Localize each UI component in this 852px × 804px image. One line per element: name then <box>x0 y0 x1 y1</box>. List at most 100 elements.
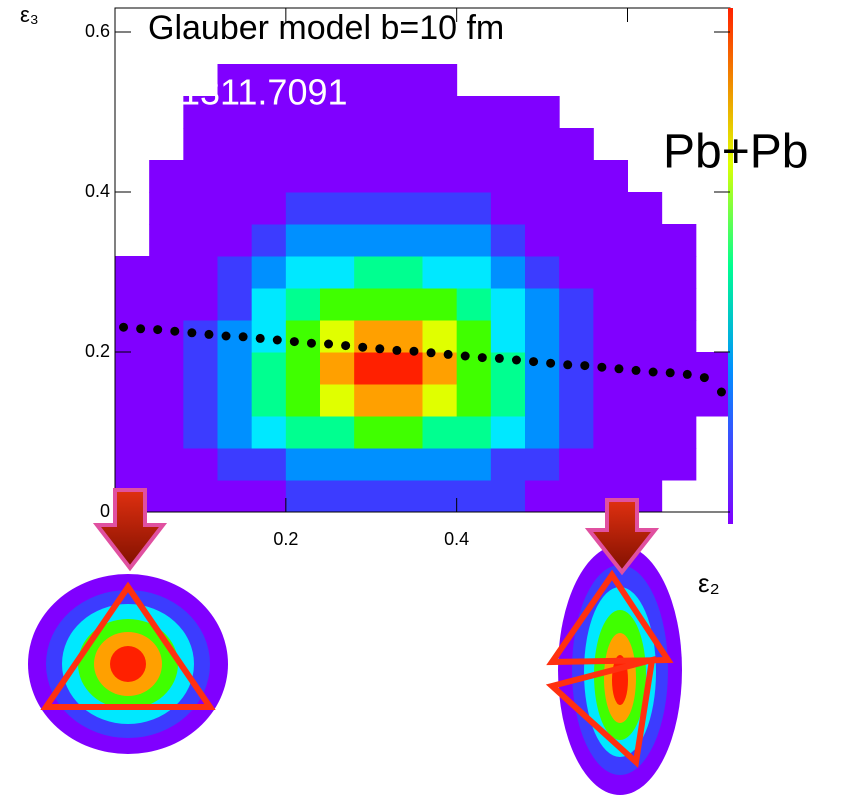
heatmap-cell <box>627 288 663 321</box>
profile-point <box>614 364 624 374</box>
heatmap-cell <box>217 160 253 193</box>
heatmap-cell <box>183 448 218 481</box>
heatmap-cell <box>593 320 628 353</box>
heatmap-cell <box>354 384 389 417</box>
heatmap-cell <box>661 288 697 321</box>
profile-point <box>221 331 231 341</box>
heatmap-cell <box>661 384 697 417</box>
heatmap-cell <box>388 224 423 257</box>
heatmap-cell <box>456 320 492 353</box>
heatmap-cell <box>456 416 492 449</box>
heatmap-cell <box>354 288 389 321</box>
heatmap-cell <box>354 416 389 449</box>
x-axis-label: ε₂ <box>698 568 720 598</box>
heatmap-cell <box>285 480 321 513</box>
heatmap-cell <box>149 256 184 289</box>
heatmap-cell <box>627 416 663 449</box>
heatmap-cell <box>456 448 492 481</box>
y-axis-label: ε₃ <box>20 2 39 27</box>
heatmap-cell <box>525 192 560 225</box>
heatmap-cell <box>285 192 321 225</box>
profile-point <box>716 387 726 397</box>
heatmap-cell <box>285 160 321 193</box>
heatmap-cell <box>525 320 560 353</box>
heatmap-cell <box>285 352 321 385</box>
heatmap-cell <box>559 256 594 289</box>
profile-point <box>187 328 197 338</box>
heatmap-cell <box>217 448 253 481</box>
heatmap-cell <box>422 416 458 449</box>
heatmap-cell <box>388 64 423 97</box>
heatmap-cell <box>388 256 423 289</box>
heatmap-cell <box>115 256 150 289</box>
heatmap-cell <box>490 288 526 321</box>
y-tick-label: 0 <box>100 501 110 521</box>
heatmap-cell <box>115 288 150 321</box>
heatmap-cell <box>388 480 423 513</box>
heatmap-cell <box>149 192 184 225</box>
heatmap-cell <box>422 192 458 225</box>
heatmap-cell <box>217 256 253 289</box>
heatmap-cell <box>525 480 560 513</box>
heatmap-cell <box>422 96 458 129</box>
heatmap-cell <box>285 64 321 97</box>
heatmap-cell <box>320 224 355 257</box>
heatmap-cell <box>285 320 321 353</box>
heatmap-cell <box>490 96 526 129</box>
heatmap-cell <box>354 64 389 97</box>
heatmap-cell <box>217 384 253 417</box>
heatmap-cell <box>456 224 492 257</box>
heatmap-cell <box>525 384 560 417</box>
heatmap-cell <box>490 128 526 161</box>
heatmap-cell <box>490 384 526 417</box>
heatmap-cell <box>661 352 697 385</box>
heatmap-cell <box>285 448 321 481</box>
annotation: Pb+Pb <box>663 126 808 179</box>
heatmap-cell <box>115 352 150 385</box>
heatmap-cell <box>183 128 218 161</box>
heatmap-cell <box>456 192 492 225</box>
heatmap-cell <box>217 64 253 97</box>
heatmap-cell <box>251 224 287 257</box>
heatmap-cell <box>217 288 253 321</box>
heatmap-cell <box>217 480 253 513</box>
heatmap-cell <box>422 320 458 353</box>
heatmap-cell <box>251 128 287 161</box>
heatmap-cell <box>525 288 560 321</box>
heatmap-cell <box>661 320 697 353</box>
heatmap-cell <box>320 256 355 289</box>
heatmap-cell <box>183 480 218 513</box>
arrow <box>92 488 660 576</box>
y-tick-label: 0.2 <box>85 341 110 361</box>
heatmap-cell <box>422 224 458 257</box>
heatmap-cell <box>388 384 423 417</box>
heatmap-cell <box>285 96 321 129</box>
heatmap-cell <box>320 480 355 513</box>
heatmap-cell <box>559 160 594 193</box>
heatmap-cell <box>525 416 560 449</box>
heatmap-cell <box>559 288 594 321</box>
heatmap-cell <box>559 224 594 257</box>
heatmap-cell <box>251 480 287 513</box>
heatmap-cell <box>525 448 560 481</box>
heatmap-cell <box>388 352 423 385</box>
profile-point <box>136 324 146 334</box>
heatmap-cell <box>285 416 321 449</box>
heatmap-cell <box>593 160 628 193</box>
heatmap-cell <box>149 288 184 321</box>
heatmap-cell <box>183 256 218 289</box>
heatmap-cell <box>285 384 321 417</box>
heatmap-cell <box>422 64 458 97</box>
heatmap-cell <box>149 320 184 353</box>
profile-point <box>238 332 248 342</box>
heatmap-cell <box>217 224 253 257</box>
heatmap-cell <box>388 416 423 449</box>
heatmap-cell <box>627 384 663 417</box>
profile-point <box>631 365 641 375</box>
heatmap-cell <box>354 96 389 129</box>
heatmap-cell <box>559 384 594 417</box>
profile-point <box>699 373 709 383</box>
heatmap-cell <box>593 384 628 417</box>
right-blob <box>545 545 682 795</box>
